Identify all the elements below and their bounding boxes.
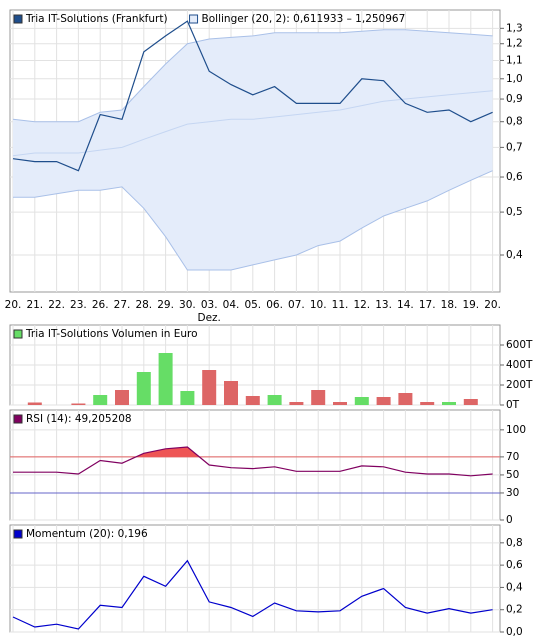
y-tick-label: 70 [506, 451, 519, 463]
y-tick-label: 50 [506, 469, 519, 481]
x-tick-label: 29. [157, 299, 174, 311]
panel-frame [9, 524, 501, 633]
y-tick-label: 0,5 [506, 206, 523, 218]
x-tick-label: 23. [70, 299, 87, 311]
y-tick-label: 0 [506, 514, 513, 526]
x-tick-label: 21. [26, 299, 43, 311]
y-tick-label: 0,4 [506, 581, 523, 593]
volume-bar [115, 390, 129, 405]
y-tick-label: 0,9 [506, 93, 523, 105]
x-tick-label: 20. [5, 299, 22, 311]
legend-label: Bollinger (20, 2): 0,611933 – 1,250967 [202, 13, 406, 25]
volume-bar [180, 391, 195, 405]
legend-label: Tria IT-Solutions (Frankfurt) [25, 13, 168, 25]
x-tick-label: 28. [135, 299, 152, 311]
series-line [12, 559, 493, 630]
bollinger-upper [12, 29, 493, 123]
volume-bar [27, 402, 42, 405]
x-tick-label: 27. [114, 299, 131, 311]
legend-swatch [13, 529, 23, 539]
y-tick-label: 1,3 [506, 22, 523, 34]
y-tick-label: 0,0 [506, 626, 523, 638]
volume-bar [245, 396, 260, 405]
volume-bar [463, 399, 478, 405]
x-tick-label: 03. [201, 299, 218, 311]
volume-bar [442, 402, 456, 405]
volume-bar [158, 353, 173, 405]
legend-swatch [13, 414, 23, 424]
legend-label: Momentum (20): 0,196 [26, 528, 148, 540]
y-tick-label: 0T [506, 399, 520, 411]
y-tick-label: 1,1 [506, 54, 523, 66]
y-tick-label: 0,8 [506, 116, 523, 128]
y-tick-label: 1,2 [506, 38, 523, 50]
y-tick-label: 0,6 [506, 559, 523, 571]
x-tick-label: 20. [484, 299, 501, 311]
x-tick-label: 13. [375, 299, 392, 311]
volume-bar [398, 393, 413, 405]
bollinger-band [13, 29, 493, 270]
legend-label: RSI (14): 49,205208 [26, 413, 132, 425]
x-tick-label: 22. [48, 299, 65, 311]
x-tick-label: 30. [179, 299, 196, 311]
y-tick-label: 0,2 [506, 604, 523, 616]
bollinger-lower [13, 170, 493, 271]
legend-swatch [13, 14, 23, 24]
y-tick-label: 0,4 [506, 249, 523, 261]
x-tick-label: 26. [92, 299, 109, 311]
y-tick-label: 0,6 [506, 171, 523, 183]
x-tick-label: 05. [244, 299, 261, 311]
y-tick-label: 100 [506, 424, 526, 436]
y-tick-label: 200T [506, 379, 533, 391]
volume-bar [333, 402, 347, 405]
y-tick-label: 30 [506, 487, 519, 499]
x-tick-label: 04. [223, 299, 240, 311]
series-line [12, 20, 493, 172]
x-group-label: Dez. [197, 312, 220, 324]
x-tick-label: 19. [462, 299, 479, 311]
x-tick-label: 11. [332, 299, 349, 311]
volume-bar [311, 390, 326, 405]
volume-bar [354, 397, 369, 405]
x-tick-label: 18. [441, 299, 458, 311]
volume-bar [224, 381, 238, 405]
y-tick-label: 600T [506, 339, 533, 351]
volume-bar [420, 402, 435, 405]
legend-swatch [13, 329, 23, 339]
bollinger-middle [12, 90, 493, 157]
x-tick-label: 17. [419, 299, 436, 311]
volume-bar [71, 403, 86, 405]
volume-bar [376, 397, 391, 405]
y-tick-label: 0,8 [506, 537, 523, 549]
y-tick-label: 1,0 [506, 73, 523, 85]
volume-bar [93, 395, 108, 405]
x-tick-label: 14. [397, 299, 414, 311]
x-tick-label: 10. [310, 299, 327, 311]
volume-bar [267, 395, 282, 405]
legend-label: Tria IT-Solutions Volumen in Euro [25, 328, 198, 340]
y-tick-label: 400T [506, 359, 533, 371]
volume-bar [136, 372, 151, 405]
x-tick-label: 07. [288, 299, 305, 311]
x-tick-label: 12. [353, 299, 370, 311]
series-line [13, 446, 493, 477]
legend-swatch [189, 14, 199, 24]
panel-frame [9, 409, 501, 521]
x-tick-label: 06. [266, 299, 283, 311]
volume-bar [289, 402, 304, 405]
y-tick-label: 0,7 [506, 141, 523, 153]
volume-bar [202, 370, 217, 405]
